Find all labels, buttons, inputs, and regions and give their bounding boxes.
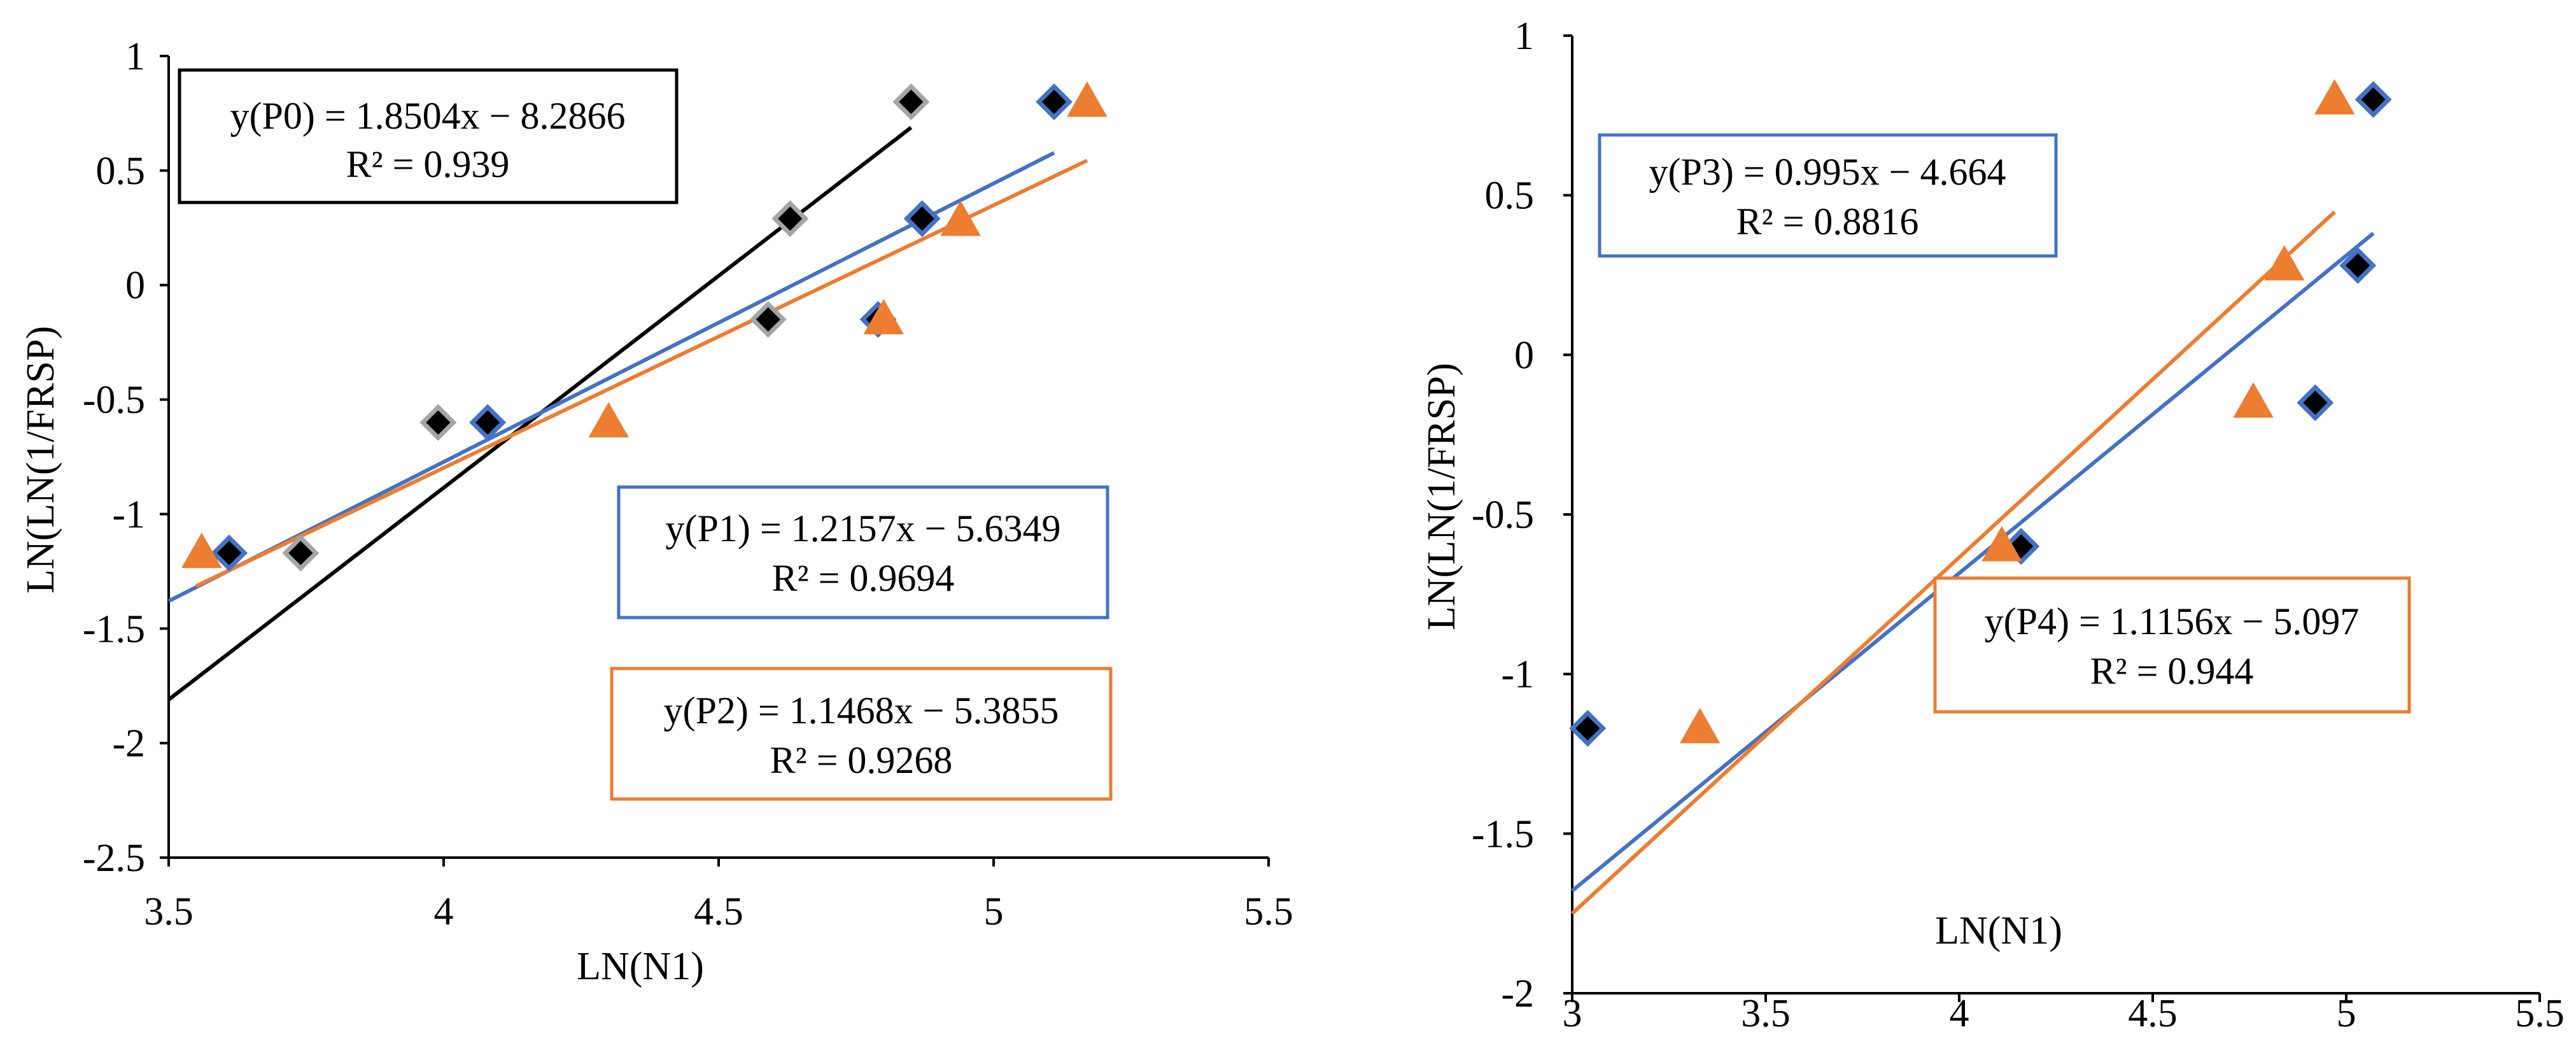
right-y-tick-label: -0.5 <box>1472 493 1534 537</box>
right-y-tick-label: -2 <box>1501 972 1534 1016</box>
equation-box-p4-frame <box>1933 576 2411 714</box>
r2-p3: R² = 0.8816 <box>1736 201 1919 243</box>
marker-p3 <box>1569 709 1607 747</box>
right-x-tick-label: 4 <box>1950 992 1969 1035</box>
right-x-tick-label: 5.5 <box>2515 992 2565 1035</box>
chart-left: 10.50-0.5-1-1.5-2-2.53.5 4 4.5 5 5.5 LN(N1) … <box>19 35 1293 988</box>
right-y-tick-label: -1 <box>1501 653 1534 697</box>
equation-p1: y(P1) = 1.2157x − 5.6349 <box>665 507 1060 549</box>
right-trendlines <box>1570 210 2375 915</box>
left-markers <box>181 81 1108 572</box>
left-y-tick-label: -1 <box>112 493 145 536</box>
equation-box-p0-frame <box>178 68 679 204</box>
left-y-axis-title: LN(LN(1/FRSP) <box>19 326 62 593</box>
marker-p1 <box>1036 83 1073 120</box>
marker-p4 <box>2314 79 2355 115</box>
left-x-tick-label: 5 <box>984 890 1004 933</box>
marker-p0 <box>749 301 787 338</box>
equation-box-p3-frame <box>1598 133 2058 258</box>
equation-box-p2: y(P2) = 1.1468x − 5.3855 R² = 0.9268 <box>610 667 1113 801</box>
marker-p2 <box>181 532 222 569</box>
left-y-tick-label: 0 <box>125 264 145 308</box>
equation-box-p0: y(P0) = 1.8504x − 8.2866 R² = 0.939 <box>178 68 679 204</box>
trendline-p1 <box>167 151 1055 603</box>
left-x-tick-label: 4 <box>434 890 454 933</box>
r2-p2: R² = 0.9268 <box>770 739 953 781</box>
left-y-tick-label: -1.5 <box>83 607 145 651</box>
marker-p1 <box>903 200 941 237</box>
marker-p0 <box>419 404 457 441</box>
equation-p2: y(P2) = 1.1468x − 5.3855 <box>663 690 1059 732</box>
marker-p2 <box>863 299 904 335</box>
left-x-tick-label: 4.5 <box>694 890 743 933</box>
left-y-tick-label: 1 <box>125 35 145 78</box>
marker-p2 <box>588 402 629 438</box>
right-y-axis-title: LN(LN(1/FRSP) <box>1420 363 1463 630</box>
right-x-tick-label: 3.5 <box>1741 992 1791 1035</box>
right-x-axis-title: LN(N1) <box>1935 909 2062 952</box>
equation-p3: y(P3) = 0.995x − 4.664 <box>1649 151 2006 193</box>
marker-p4 <box>2233 382 2274 418</box>
equation-box-p1: y(P1) = 1.2157x − 5.6349 R² = 0.9694 <box>617 485 1109 620</box>
r2-p4: R² = 0.944 <box>2090 650 2254 692</box>
right-markers <box>1569 79 2392 747</box>
trendline-p4 <box>1570 210 2336 915</box>
right-y-tick-label: -1.5 <box>1472 812 1534 856</box>
right-axes <box>1563 34 2541 1002</box>
left-y-tick-label: 0.5 <box>96 150 146 193</box>
right-x-tick-label: 3 <box>1563 992 1582 1035</box>
left-axes <box>160 55 1270 867</box>
marker-p0 <box>282 534 320 572</box>
marker-p3 <box>2339 247 2377 284</box>
marker-p4 <box>2263 244 2305 281</box>
marker-p4 <box>1981 526 2022 562</box>
marker-p1 <box>211 534 248 572</box>
marker-p4 <box>1679 707 1721 744</box>
left-x-tick-label: 3.5 <box>144 890 194 933</box>
equation-box-p4: y(P4) = 1.1156x − 5.097 R² = 0.944 <box>1933 576 2411 714</box>
chart-right: 1 0.5 0 -0.5 -1 -1.5 -2 3 3.5 4 4.5 5 5.5 LN(N1) LN(… <box>1420 15 2565 1035</box>
right-y-tick-label: 1 <box>1514 15 1534 58</box>
marker-p3 <box>2354 81 2392 118</box>
marker-p2 <box>940 200 981 236</box>
right-y-tick-label: 0 <box>1514 334 1534 377</box>
r2-p1: R² = 0.9694 <box>772 557 955 599</box>
right-tick-labels: 1 0.5 0 -0.5 -1 -1.5 -2 3 3.5 4 4.5 5 5.5 <box>1472 15 2565 1035</box>
left-y-tick-label: -2.5 <box>83 837 145 880</box>
marker-p2 <box>1067 81 1108 117</box>
equation-p0: y(P0) = 1.8504x − 8.2866 <box>230 95 625 137</box>
right-y-tick-label: 0.5 <box>1485 174 1535 218</box>
marker-p0 <box>771 200 809 237</box>
right-x-tick-label: 5 <box>2337 992 2356 1035</box>
left-y-tick-label: -2 <box>112 722 145 765</box>
equation-box-p1-frame <box>617 485 1109 620</box>
trendline-p3 <box>1571 232 2375 893</box>
equation-box-p3: y(P3) = 0.995x − 4.664 R² = 0.8816 <box>1598 133 2058 258</box>
right-x-tick-label: 4.5 <box>2128 992 2178 1035</box>
marker-p3 <box>2297 384 2334 421</box>
equation-box-p2-frame <box>610 667 1113 801</box>
r2-p0: R² = 0.939 <box>346 143 510 185</box>
left-x-tick-label: 5.5 <box>1244 890 1293 933</box>
left-x-axis-title: LN(N1) <box>577 945 704 988</box>
marker-p1 <box>469 404 507 441</box>
equation-p4: y(P4) = 1.1156x − 5.097 <box>1985 600 2360 642</box>
left-y-tick-label: -0.5 <box>83 379 145 422</box>
marker-p0 <box>892 83 930 120</box>
left-tick-labels: 1 0.5 0 -0.5 -1 -1.5 -2 -2.5 3.5 4 4.5 5 5.5 <box>83 35 1293 933</box>
trendline-p2 <box>195 159 1088 588</box>
